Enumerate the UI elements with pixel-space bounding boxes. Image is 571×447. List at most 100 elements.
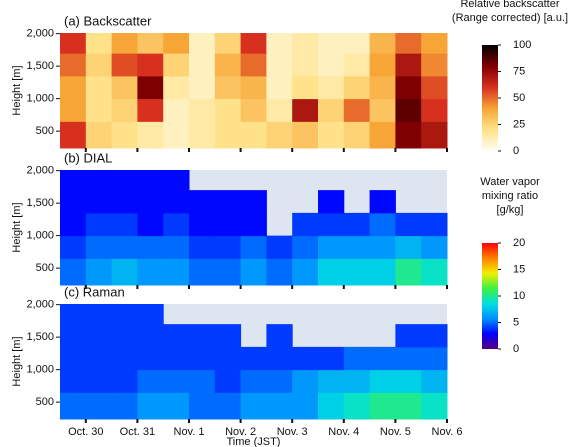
heatmap-cell [318,258,345,286]
heatmap-cell [240,258,267,286]
heatmap-cell [85,170,113,191]
heatmap-cell [137,235,164,259]
y-tick-label: 1,500 [26,60,54,72]
heatmap-cell [369,212,396,237]
colorbar-label: mixing ratio [482,190,538,202]
heatmap-cell [189,53,216,77]
heatmap-cell [343,235,371,259]
heatmap-cell [292,98,319,122]
heatmap-cell [85,190,113,214]
heatmap-cell [240,75,267,100]
heatmap-cell [214,212,242,237]
heatmap-cell [163,235,190,259]
heatmap-cell [343,346,371,371]
heatmap-cell [369,392,396,420]
heatmap-cell [137,369,164,393]
heatmap-cell [292,53,319,77]
heatmap-cell [137,170,164,191]
heatmap-cell [85,75,113,100]
heatmap-cell [85,369,113,393]
heatmap-cell [60,324,87,348]
heatmap-cell [189,212,216,237]
heatmap-cell [85,235,113,259]
heatmap-cell [292,235,319,259]
panel-title: (c) Raman [64,284,125,299]
heatmap-cell [85,258,113,286]
heatmap-cell [85,346,113,371]
heatmap-cell [214,190,242,214]
heatmap-cell [421,392,448,420]
heatmap-cell [369,346,396,371]
heatmap-cell [421,324,448,348]
colorbar-tick-label: 50 [513,92,525,104]
heatmap-cell [395,98,422,122]
y-tick-label: 500 [36,262,54,274]
heatmap-cell [318,75,345,100]
heatmap-cell [189,235,216,259]
heatmap-cell [189,324,216,348]
heatmap-cell [214,33,242,54]
heatmap-cell [292,121,319,149]
heatmap-cell [343,212,371,237]
x-tick-label: Oct. 30 [68,426,103,438]
heatmap-cell [189,75,216,100]
heatmap-cell [421,53,448,77]
y-axis-label: Height [m] [11,65,23,115]
heatmap-cell [137,121,164,149]
heatmap-cell [240,235,267,259]
heatmap-cell [266,369,293,393]
heatmap-cell [60,98,87,122]
colorbar-tick-label: 5 [513,316,519,328]
colorbar-tick-label: 25 [513,118,525,130]
heatmap-cell [163,98,190,122]
heatmap-cell [369,369,396,393]
heatmap-cell [111,98,138,122]
x-tick-label: Nov. 1 [174,426,205,438]
heatmap-cell [60,75,87,100]
heatmap-cell [240,369,267,393]
heatmap-cell [111,212,138,237]
heatmap-cell [292,33,319,54]
heatmap-cell [163,369,190,393]
heatmap-cell [163,212,190,237]
heatmap-cell [292,346,319,371]
y-tick-label: 500 [36,396,54,408]
y-tick-label: 1,000 [26,93,54,105]
heatmap-cell [60,304,87,325]
heatmap-cell [343,33,371,54]
heatmap-cell [343,53,371,77]
heatmap-cell [85,324,113,348]
heatmap-cell [111,33,138,54]
heatmap-cell [137,53,164,77]
heatmap-cell [292,212,319,237]
heatmap-cell [163,324,190,348]
y-axis-label: Height [m] [11,336,23,386]
heatmap-cell [343,121,371,149]
heatmap-cell [214,369,242,393]
heatmap-cell [189,33,216,54]
heatmap-cell [163,53,190,77]
heatmap-cell [214,235,242,259]
heatmap-cell [395,75,422,100]
heatmap-cell [266,324,293,348]
heatmap-cell [369,235,396,259]
heatmap-cell [189,121,216,149]
heatmap-cell [395,369,422,393]
heatmap-cell [214,75,242,100]
heatmap-cell [266,258,293,286]
heatmap-cell [85,121,113,149]
heatmap-cell [60,170,87,191]
heatmap-cell [395,121,422,149]
colorbar-tick-label: 20 [513,237,525,249]
heatmap-cell [292,392,319,420]
heatmap-cell [395,346,422,371]
y-tick-label: 1,000 [26,230,54,242]
heatmap-cell [266,121,293,149]
heatmap-cell [111,170,138,191]
heatmap-cell [189,369,216,393]
heatmap-cell [421,75,448,100]
heatmap-cell [60,346,87,371]
heatmap-cell [266,98,293,122]
heatmap-cell [240,53,267,77]
